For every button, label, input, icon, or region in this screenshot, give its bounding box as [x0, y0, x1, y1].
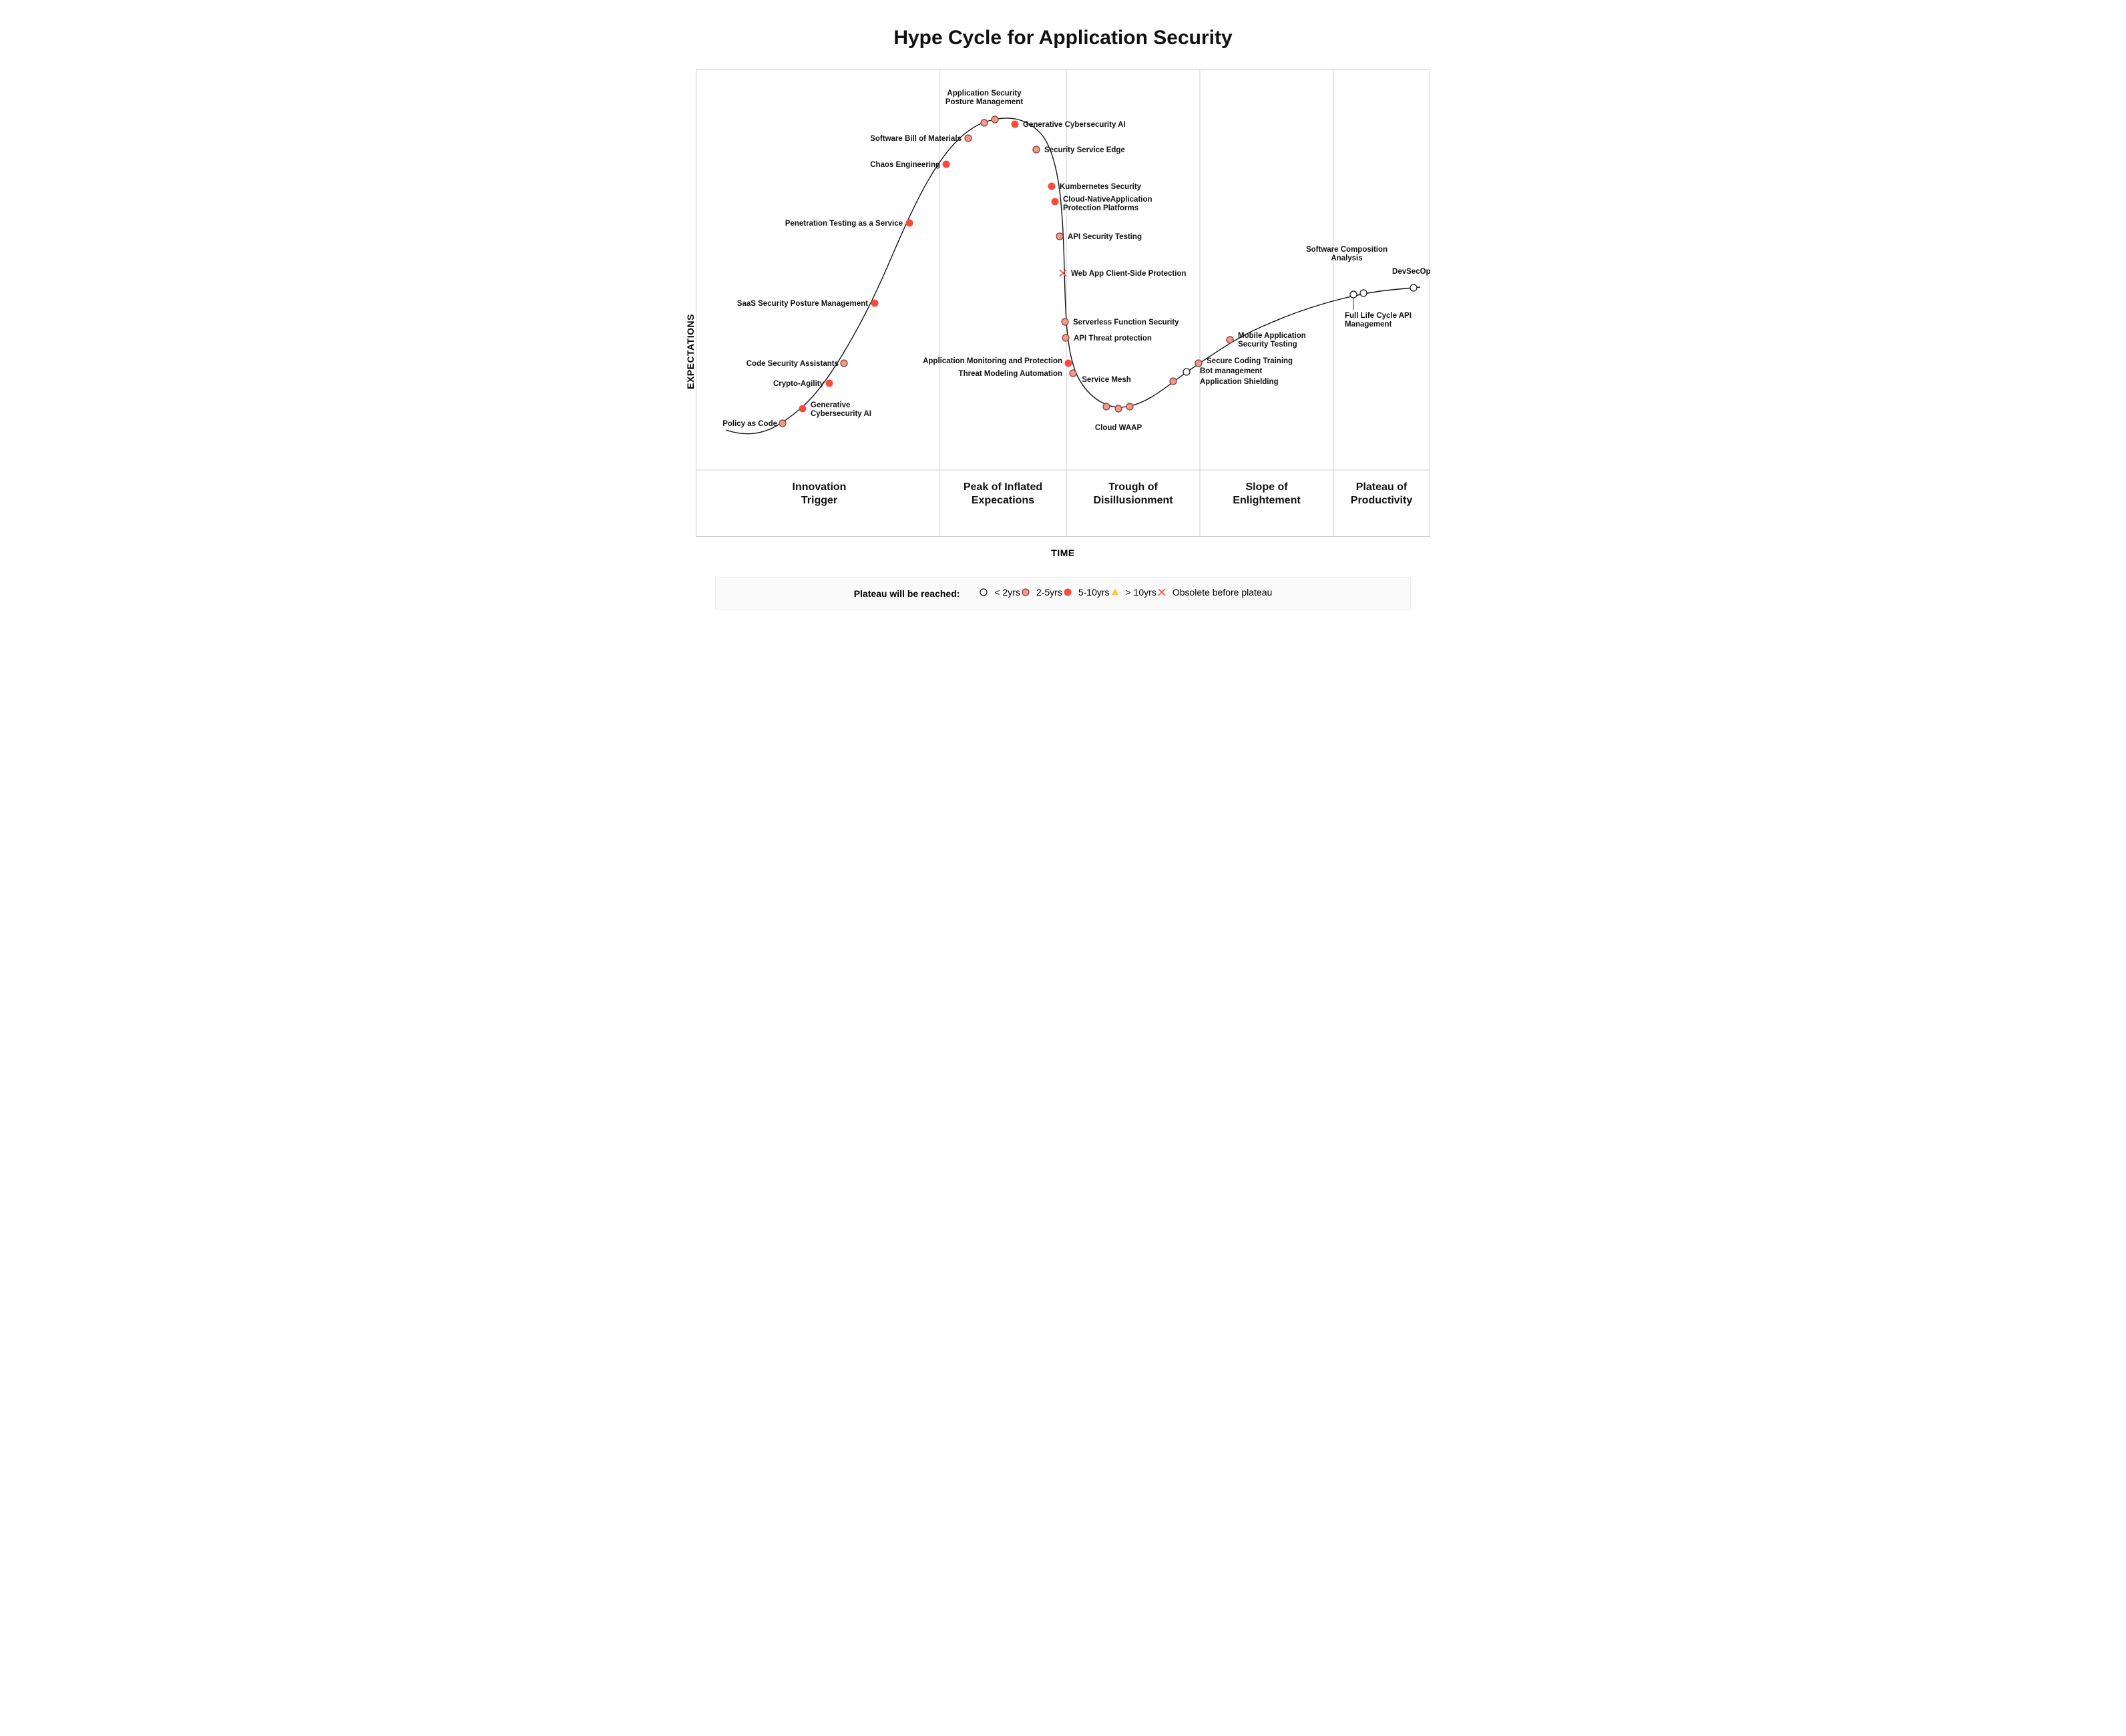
- x-axis-label: TIME: [696, 548, 1430, 558]
- point-label: Web App Client-Side Protection: [1071, 270, 1187, 278]
- point-label: Protection Platforms: [1063, 204, 1138, 212]
- point-label: API Security Testing: [1068, 233, 1142, 241]
- data-point: API Security Testing: [1056, 233, 1142, 241]
- legend-marker-icon: [1110, 587, 1120, 598]
- data-point: Policy as Code: [722, 420, 786, 428]
- point-label: Bot management: [1200, 367, 1262, 375]
- point-label: Application Shielding: [1200, 378, 1279, 386]
- point-label: Serverless Function Security: [1073, 318, 1179, 327]
- legend: Plateau will be reached: < 2yrs 2-5yrs 5-1…: [715, 577, 1411, 610]
- data-point: Kumbernetes Security: [1048, 183, 1142, 192]
- legend-label: 5-10yrs: [1078, 587, 1110, 598]
- point-label: Penetration Testing as a Service: [785, 220, 903, 228]
- phase-label: Disillusionment: [1093, 495, 1173, 506]
- data-point: Web App Client-Side Protection: [1060, 270, 1187, 278]
- point-label: Management: [1345, 320, 1392, 329]
- point-label: Cloud-NativeApplication: [1063, 196, 1152, 204]
- point-label: Software Bill of Materials: [870, 135, 962, 143]
- data-point: Security Service Edge: [1033, 146, 1125, 154]
- legend-marker-icon: [1020, 587, 1031, 598]
- legend-marker-icon: [978, 587, 989, 598]
- point-label: Software Composition: [1306, 246, 1388, 254]
- phase-label: Enlightement: [1233, 495, 1301, 506]
- phase-label: Trigger: [801, 495, 837, 506]
- point-label: Service Mesh: [1082, 376, 1131, 384]
- point-label: Chaos Engineering: [870, 161, 940, 169]
- legend-label: < 2yrs: [994, 587, 1020, 598]
- data-point: Generative Cybersecurity AI: [1012, 121, 1126, 130]
- legend-item: 5-10yrs: [1062, 587, 1110, 598]
- point-label: DevSecOps: [1392, 268, 1430, 276]
- legend-title: Plateau will be reached:: [854, 588, 960, 599]
- hype-cycle-chart: EXPECTATIONS Policy as CodeGenerativeCyb…: [696, 69, 1430, 558]
- point-label: Full Life Cycle API: [1345, 312, 1412, 320]
- point-label: Analysis: [1331, 254, 1362, 262]
- legend-label: Obsolete before plateau: [1173, 587, 1272, 598]
- data-point: Serverless Function Security: [1062, 318, 1179, 327]
- point-label: Crypto-Agility: [773, 380, 825, 388]
- data-point: [1126, 403, 1133, 410]
- point-label: API Threat protection: [1074, 335, 1152, 343]
- legend-label: > 10yrs: [1126, 587, 1156, 598]
- phase-label: Trough of: [1108, 481, 1158, 493]
- point-label: Kumbernetes Security: [1060, 183, 1142, 191]
- point-label: Cloud WAAP: [1095, 424, 1142, 432]
- data-point: [992, 116, 998, 123]
- point-label: Generative Cybersecurity AI: [1023, 121, 1126, 129]
- point-label: Mobile Application: [1238, 332, 1306, 340]
- point-label: Application Monitoring and Protection: [923, 357, 1062, 365]
- phase-label: Productivity: [1351, 495, 1413, 506]
- data-point: Mobile ApplicationSecurity Testing: [1227, 332, 1306, 349]
- data-point: Code Security Assistants: [747, 360, 847, 368]
- point-label: Posture Management: [945, 98, 1023, 106]
- chart-title: Hype Cycle for Application Security: [665, 27, 1461, 49]
- data-point: Cloud-NativeApplicationProtection Platfo…: [1052, 196, 1152, 212]
- data-point: Chaos Engineering: [870, 161, 949, 170]
- legend-label: 2-5yrs: [1036, 587, 1062, 598]
- point-label: Application Security: [947, 89, 1022, 97]
- data-point: Software Bill of Materials: [870, 135, 972, 143]
- phase-label: Plateau of: [1356, 481, 1408, 493]
- phase-label: Slope of: [1245, 481, 1288, 493]
- point-label: Security Testing: [1238, 341, 1297, 349]
- legend-marker-icon: [1156, 587, 1167, 598]
- data-point: Secure Coding Training: [1195, 357, 1293, 367]
- point-label: Generative: [811, 401, 850, 409]
- point-label: Code Security Assistants: [747, 360, 839, 368]
- point-label: SaaS Security Posture Management: [737, 300, 868, 308]
- phase-label: Peak of Inflated: [964, 481, 1042, 493]
- phase-label: Innovation: [793, 481, 847, 493]
- point-label: Cybersecurity AI: [811, 410, 871, 418]
- legend-item: 2-5yrs: [1020, 587, 1062, 598]
- point-label: Policy as Code: [722, 420, 777, 428]
- legend-item: Obsolete before plateau: [1156, 587, 1272, 598]
- data-point: API Threat protection: [1062, 335, 1152, 343]
- point-label: Security Service Edge: [1044, 146, 1125, 154]
- point-label: Threat Modeling Automation: [959, 370, 1062, 378]
- chart-svg: Policy as Code GenerativeCybersecurity AI…: [696, 69, 1430, 537]
- point-label: Secure Coding Training: [1207, 357, 1293, 365]
- y-axis-label: EXPECTATIONS: [685, 314, 696, 389]
- phase-label: Expecations: [972, 495, 1034, 506]
- legend-marker-icon: [1062, 587, 1073, 598]
- data-point: Penetration Testing as a Service: [785, 220, 913, 228]
- legend-item: > 10yrs: [1110, 587, 1156, 598]
- data-point: Threat Modeling Automation: [959, 370, 1076, 378]
- data-point: SaaS Security Posture Management: [737, 300, 879, 308]
- legend-item: < 2yrs: [978, 587, 1020, 598]
